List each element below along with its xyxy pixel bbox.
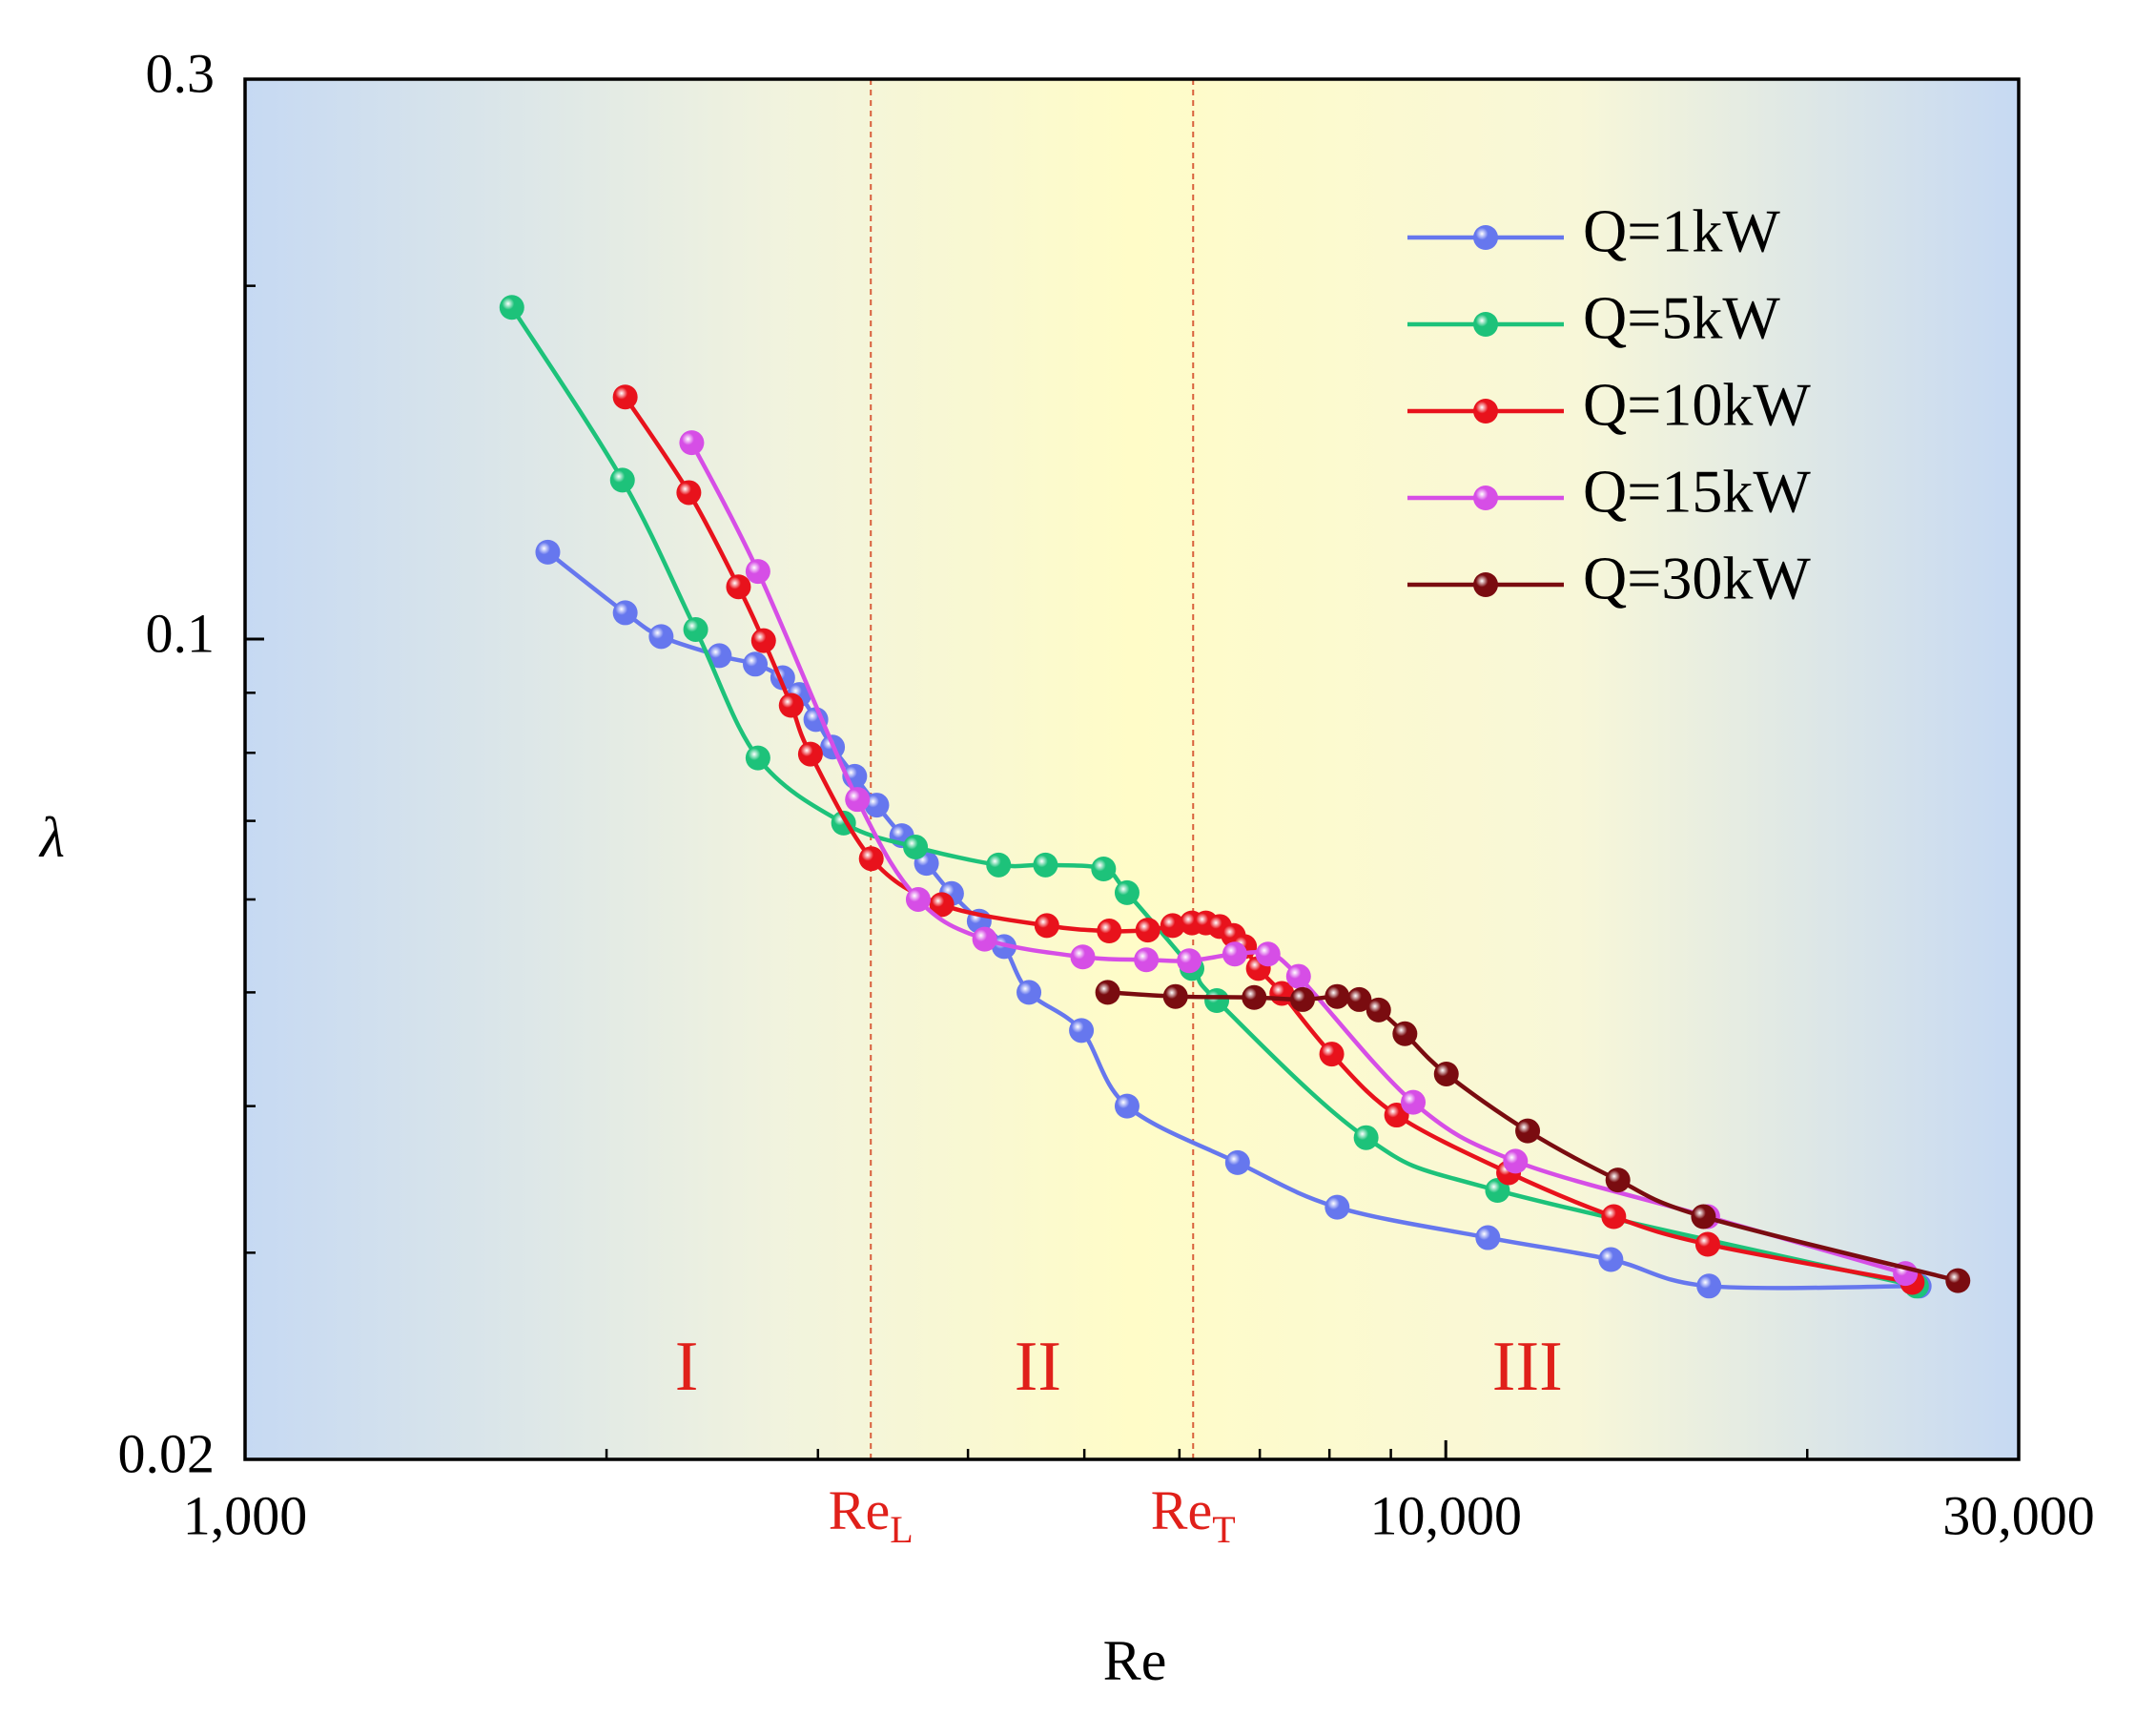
- legend-marker: [1473, 572, 1498, 597]
- data-point: [679, 430, 705, 456]
- data-point: [1503, 1148, 1529, 1174]
- data-point: [535, 539, 561, 565]
- data-point: [1177, 948, 1202, 974]
- data-point: [1069, 1018, 1095, 1043]
- annotation-label: ReT: [1151, 1479, 1236, 1551]
- data-point: [1135, 918, 1160, 943]
- y-axis-label: λ: [38, 806, 65, 869]
- data-point: [1222, 941, 1247, 967]
- data-point: [1204, 988, 1230, 1014]
- data-point: [858, 846, 884, 872]
- data-point: [1346, 986, 1372, 1012]
- data-point: [683, 616, 708, 642]
- data-point: [1365, 997, 1391, 1023]
- data-point: [1255, 941, 1281, 967]
- data-point: [1598, 1247, 1624, 1272]
- y-tick-label: 0.02: [118, 1422, 216, 1484]
- data-point: [1091, 857, 1117, 882]
- data-point: [864, 793, 890, 818]
- data-point: [612, 600, 638, 626]
- data-point: [676, 480, 702, 506]
- legend-marker: [1473, 486, 1498, 510]
- data-point: [1160, 913, 1185, 939]
- data-point: [1114, 1093, 1140, 1119]
- data-point: [903, 835, 929, 860]
- data-point: [905, 886, 931, 912]
- x-tick-label: 30,000: [1942, 1484, 2095, 1546]
- x-tick-label: 1,000: [183, 1484, 308, 1546]
- data-point: [1601, 1204, 1627, 1229]
- x-tick-label: 10,000: [1369, 1484, 1522, 1546]
- data-point: [1242, 984, 1267, 1010]
- data-point: [845, 787, 871, 813]
- legend-marker: [1473, 225, 1498, 250]
- legend-marker: [1473, 399, 1498, 424]
- data-point: [499, 295, 524, 320]
- legend-label: Q=15kW: [1583, 458, 1811, 526]
- data-point: [1485, 1178, 1510, 1204]
- x-axis-label: Re: [1103, 1629, 1167, 1692]
- data-point: [1605, 1167, 1631, 1193]
- data-point: [986, 852, 1012, 878]
- data-point: [1114, 879, 1140, 905]
- y-tick-label: 0.1: [146, 602, 216, 664]
- data-point: [1162, 983, 1188, 1009]
- data-point: [1095, 980, 1120, 1005]
- data-point: [797, 741, 823, 767]
- legend-label: Q=10kW: [1583, 371, 1811, 439]
- data-point: [648, 624, 674, 650]
- data-point: [1696, 1273, 1722, 1299]
- plot-background: [245, 79, 2019, 1459]
- data-point: [803, 707, 829, 733]
- legend-label: Q=5kW: [1583, 284, 1780, 352]
- data-point: [1945, 1268, 1971, 1293]
- annotation-subscript: L: [890, 1508, 913, 1551]
- data-point: [1324, 1194, 1350, 1220]
- data-point: [1224, 1149, 1250, 1175]
- data-point: [612, 384, 638, 410]
- data-point: [1515, 1118, 1541, 1144]
- data-point: [1134, 947, 1160, 973]
- data-point: [1475, 1225, 1501, 1250]
- data-point: [1097, 919, 1122, 944]
- data-point: [1070, 944, 1096, 970]
- data-point: [1034, 913, 1059, 939]
- data-point: [1033, 852, 1058, 878]
- data-point: [707, 643, 732, 669]
- region-label: II: [1015, 1328, 1061, 1406]
- region-label: III: [1492, 1328, 1563, 1406]
- legend-label: Q=1kW: [1583, 197, 1780, 265]
- plot-frame: [243, 77, 2021, 1461]
- data-point: [1353, 1125, 1379, 1150]
- annotation-text: Re: [1151, 1479, 1212, 1541]
- data-point: [1694, 1231, 1720, 1257]
- data-point: [1016, 980, 1042, 1005]
- data-point: [1319, 1042, 1345, 1067]
- data-point: [1285, 963, 1311, 989]
- data-point: [726, 574, 751, 600]
- annotation-label: ReL: [829, 1479, 914, 1551]
- data-point: [745, 745, 770, 771]
- legend-marker: [1473, 312, 1498, 337]
- y-tick-label: 0.3: [146, 42, 216, 104]
- legend-label: Q=30kW: [1583, 545, 1811, 612]
- data-point: [1691, 1204, 1716, 1229]
- data-point: [778, 692, 804, 718]
- data-point: [609, 467, 635, 493]
- data-point: [1289, 986, 1315, 1012]
- data-point: [750, 628, 776, 653]
- data-point: [972, 926, 997, 952]
- data-point: [1324, 983, 1350, 1009]
- annotation-subscript: T: [1212, 1508, 1235, 1551]
- region-label: I: [675, 1328, 699, 1406]
- data-point: [743, 651, 769, 677]
- annotation-text: Re: [829, 1479, 890, 1541]
- data-point: [1433, 1061, 1459, 1086]
- data-point: [745, 559, 770, 585]
- data-point: [929, 892, 955, 918]
- data-point: [1401, 1089, 1427, 1115]
- data-point: [1392, 1021, 1418, 1046]
